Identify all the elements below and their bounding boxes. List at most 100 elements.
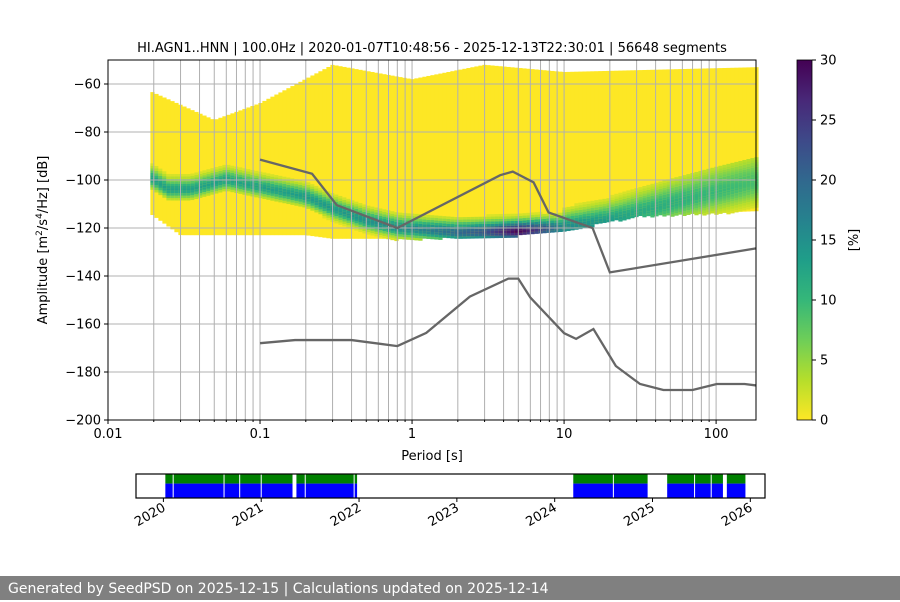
psd-cell bbox=[286, 88, 291, 236]
psd-cell bbox=[242, 187, 247, 190]
psd-cell bbox=[354, 216, 359, 219]
psd-cell bbox=[722, 172, 727, 175]
psd-cell bbox=[494, 214, 499, 217]
psd-cell bbox=[442, 235, 447, 238]
psd-cell bbox=[566, 221, 571, 224]
psd-cell bbox=[354, 208, 359, 212]
psd-cell bbox=[606, 70, 611, 222]
psd-cell bbox=[370, 209, 375, 212]
psd-cell bbox=[654, 213, 659, 217]
psd-cell bbox=[378, 215, 383, 219]
psd-cell bbox=[362, 209, 367, 212]
psd-cell bbox=[442, 223, 447, 226]
psd-cell bbox=[394, 233, 399, 237]
psd-cell bbox=[722, 196, 727, 199]
psd-cell bbox=[666, 196, 671, 199]
psd-cell bbox=[346, 198, 351, 202]
psd-cell bbox=[742, 198, 747, 201]
psd-cell bbox=[542, 223, 547, 227]
psd-cell bbox=[274, 199, 279, 202]
psd-cell bbox=[518, 215, 523, 219]
psd-cell bbox=[358, 229, 363, 232]
psd-cell bbox=[502, 228, 507, 231]
psd-cell bbox=[326, 198, 331, 202]
psd-cell bbox=[374, 231, 379, 235]
psd-cell bbox=[270, 176, 275, 180]
psd-cell bbox=[262, 189, 267, 192]
psd-cell bbox=[738, 184, 743, 188]
psd-cell bbox=[462, 221, 467, 225]
psd-cell bbox=[686, 174, 691, 177]
psd-cell bbox=[210, 172, 215, 176]
psd-cell bbox=[750, 179, 755, 183]
psd-cell bbox=[254, 173, 259, 176]
psd-cell bbox=[154, 173, 159, 176]
psd-cell bbox=[642, 69, 647, 216]
psd-cell bbox=[706, 173, 711, 177]
psd-cell bbox=[638, 199, 643, 202]
psd-cell bbox=[682, 208, 687, 212]
psd-cell bbox=[406, 227, 411, 231]
psd-cell bbox=[666, 181, 671, 185]
psd-cell bbox=[214, 188, 219, 192]
psd-cell bbox=[362, 204, 367, 208]
psd-cell bbox=[570, 71, 575, 229]
psd-cell bbox=[594, 212, 599, 215]
psd-cell bbox=[570, 208, 575, 212]
psd-cell bbox=[238, 186, 243, 190]
psd-cell bbox=[174, 188, 179, 191]
psd-cell bbox=[578, 224, 583, 227]
psd-cell bbox=[430, 231, 435, 235]
psd-cell bbox=[398, 77, 403, 239]
psd-cell bbox=[626, 195, 631, 198]
psd-cell bbox=[658, 181, 663, 185]
psd-cell bbox=[462, 231, 467, 234]
psd-cell bbox=[306, 199, 311, 202]
psd-cell bbox=[662, 190, 667, 193]
psd-cell bbox=[726, 195, 731, 198]
psd-cell bbox=[702, 201, 707, 204]
psd-cell bbox=[606, 210, 611, 213]
psd-cell bbox=[498, 218, 503, 222]
psd-cell bbox=[750, 194, 755, 197]
psd-cell bbox=[646, 211, 651, 214]
psd-cell bbox=[362, 206, 367, 210]
psd-cell bbox=[454, 233, 459, 237]
psd-cell bbox=[354, 69, 359, 239]
psd-cell bbox=[230, 189, 235, 193]
y-axis-ticks: −200−180−160−140−120−100−80−60 bbox=[65, 78, 108, 429]
x-tick-label: 1 bbox=[408, 427, 416, 442]
psd-cell bbox=[738, 208, 743, 212]
psd-cell bbox=[478, 235, 483, 239]
psd-cell bbox=[334, 216, 339, 219]
psd-cell bbox=[202, 172, 207, 176]
psd-cell bbox=[666, 208, 671, 211]
psd-cell bbox=[266, 182, 271, 186]
psd-cell bbox=[358, 205, 363, 208]
psd-cell bbox=[622, 213, 627, 216]
psd-cell bbox=[318, 206, 323, 210]
psd-cell bbox=[566, 206, 571, 210]
psd-cell bbox=[478, 231, 483, 234]
psd-cell bbox=[358, 224, 363, 228]
psd-cell bbox=[702, 205, 707, 209]
psd-cell bbox=[534, 212, 539, 215]
psd-cell bbox=[326, 200, 331, 204]
psd-cell bbox=[310, 193, 315, 197]
psd-cell bbox=[546, 216, 551, 219]
psd-cell bbox=[682, 184, 687, 188]
psd-cell bbox=[514, 230, 519, 233]
psd-cell bbox=[642, 214, 647, 218]
psd-cell bbox=[318, 190, 323, 193]
psd-cell bbox=[282, 176, 287, 180]
psd-cell bbox=[150, 172, 155, 176]
psd-cell bbox=[162, 192, 167, 196]
psd-cell bbox=[742, 159, 747, 163]
psd-cell bbox=[598, 204, 603, 207]
psd-cell bbox=[698, 178, 703, 181]
psd-cell bbox=[670, 187, 675, 191]
psd-cell bbox=[718, 172, 723, 176]
psd-cell bbox=[718, 168, 723, 171]
psd-cell bbox=[238, 191, 243, 194]
psd-cell bbox=[306, 196, 311, 200]
